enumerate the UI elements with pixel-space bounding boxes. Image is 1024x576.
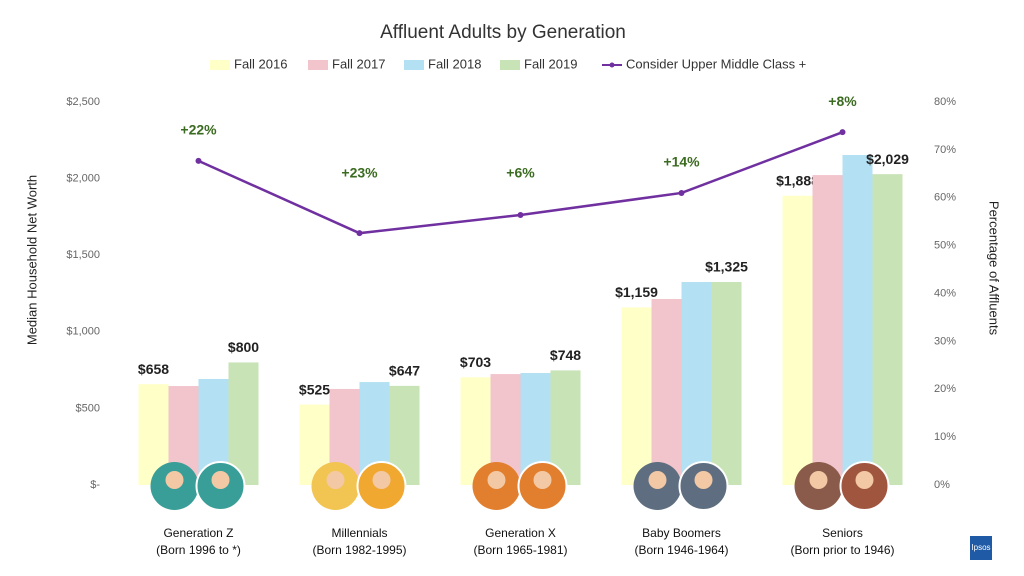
legend-label: Fall 2017 bbox=[332, 56, 385, 71]
x-tick-sublabel: (Born 1965-1981) bbox=[473, 543, 567, 557]
line-point bbox=[195, 157, 202, 164]
chart-title: Affluent Adults by Generation bbox=[380, 22, 626, 43]
y-tick-label: $1,000 bbox=[66, 326, 100, 338]
y2-tick-label: 10% bbox=[934, 431, 956, 443]
legend-swatch bbox=[609, 62, 615, 68]
bar bbox=[228, 362, 259, 485]
x-tick-label: Millennials bbox=[331, 526, 387, 540]
line-point bbox=[356, 230, 363, 237]
logo-box bbox=[970, 536, 992, 560]
x-tick-label: Generation X bbox=[485, 526, 556, 540]
y2-tick-label: 80% bbox=[934, 96, 956, 108]
legend-swatch bbox=[404, 60, 424, 70]
legend-label: Consider Upper Middle Class + bbox=[626, 56, 806, 71]
logo: Ipsos bbox=[971, 543, 990, 552]
y-tick-label: $2,500 bbox=[66, 96, 100, 108]
bar bbox=[842, 155, 873, 485]
value-label: $525 bbox=[299, 381, 330, 397]
x-tick-label: Generation Z bbox=[163, 526, 233, 540]
x-tick-label: Seniors bbox=[822, 526, 863, 540]
legend-label: Fall 2018 bbox=[428, 56, 481, 71]
bar bbox=[651, 299, 682, 485]
avatar-face bbox=[372, 471, 391, 489]
avatar-face bbox=[326, 471, 345, 489]
line-point bbox=[678, 189, 685, 196]
legend-swatch bbox=[308, 60, 328, 70]
value-label: $647 bbox=[389, 363, 420, 379]
value-label: $2,029 bbox=[866, 151, 909, 167]
y2-tick-label: 40% bbox=[934, 287, 956, 299]
y-tick-label: $- bbox=[90, 479, 100, 491]
annotation: +22% bbox=[180, 122, 217, 138]
x-tick-sublabel: (Born prior to 1946) bbox=[790, 543, 894, 557]
x-tick-label: Baby Boomers bbox=[642, 526, 721, 540]
y-axis-title: Median Household Net Worth bbox=[24, 175, 39, 345]
bar bbox=[872, 174, 903, 485]
legend-swatch bbox=[500, 60, 520, 70]
avatar-face bbox=[694, 471, 713, 489]
value-label: $748 bbox=[550, 347, 581, 363]
bar bbox=[782, 195, 813, 485]
avatar-face bbox=[533, 471, 552, 489]
bar bbox=[681, 282, 712, 485]
x-tick-sublabel: (Born 1982-1995) bbox=[312, 543, 406, 557]
value-label: $1,159 bbox=[615, 284, 658, 300]
avatar-face bbox=[487, 471, 506, 489]
x-tick-sublabel: (Born 1996 to *) bbox=[156, 543, 241, 557]
annotation: +8% bbox=[828, 93, 857, 109]
value-label: $1,888 bbox=[776, 172, 819, 188]
line bbox=[197, 130, 843, 235]
annotation: +6% bbox=[506, 165, 535, 181]
y2-tick-label: 0% bbox=[934, 479, 950, 491]
line-point bbox=[517, 211, 524, 218]
y-tick-label: $2,000 bbox=[66, 173, 100, 185]
avatar-face bbox=[855, 471, 874, 489]
y2-tick-label: 50% bbox=[934, 240, 956, 252]
legend-label: Fall 2019 bbox=[524, 56, 577, 71]
avatar-face bbox=[809, 471, 828, 489]
y2-tick-label: 20% bbox=[934, 383, 956, 395]
annotation: +14% bbox=[663, 154, 700, 170]
y-tick-label: $1,500 bbox=[66, 249, 100, 261]
avatar-face bbox=[648, 471, 667, 489]
value-label: $658 bbox=[138, 361, 169, 377]
y2-tick-label: 60% bbox=[934, 192, 956, 204]
y2-tick-label: 70% bbox=[934, 144, 956, 156]
x-tick-sublabel: (Born 1946-1964) bbox=[634, 543, 728, 557]
value-label: $703 bbox=[460, 354, 491, 370]
y-tick-label: $500 bbox=[76, 402, 100, 414]
value-label: $800 bbox=[228, 339, 259, 355]
bar bbox=[711, 282, 742, 485]
avatar-face bbox=[165, 471, 184, 489]
value-label: $1,325 bbox=[705, 259, 748, 275]
y2-axis-title: Percentage of Affluents bbox=[987, 201, 1002, 336]
legend-label: Fall 2016 bbox=[234, 56, 287, 71]
avatar-face bbox=[211, 471, 230, 489]
y2-tick-label: 30% bbox=[934, 335, 956, 347]
legend-swatch bbox=[210, 60, 230, 70]
bar bbox=[621, 307, 652, 485]
bar bbox=[812, 175, 843, 485]
line-point bbox=[839, 129, 846, 136]
annotation: +23% bbox=[341, 165, 378, 181]
